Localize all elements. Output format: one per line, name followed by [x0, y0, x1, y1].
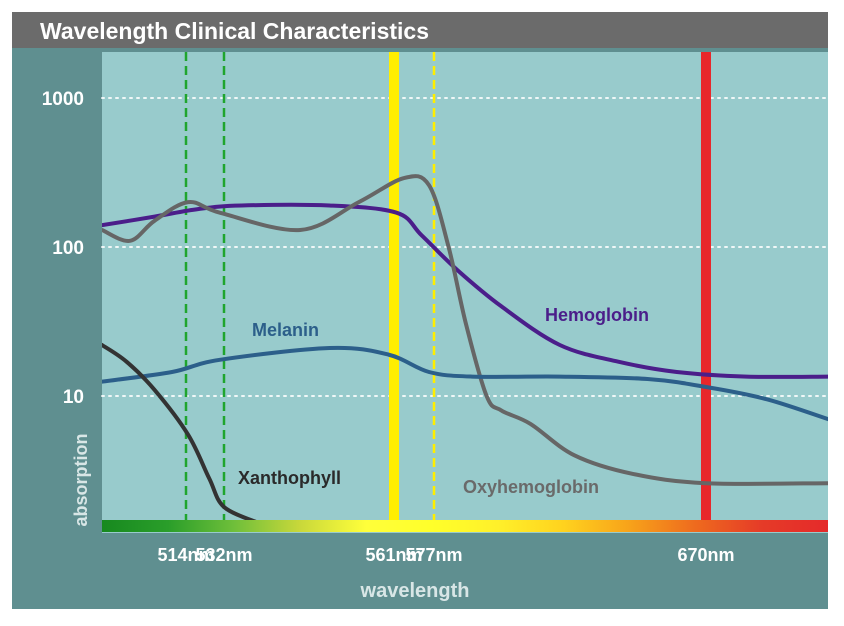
x-tick-532: 532nm: [195, 545, 252, 565]
curve-label-hemoglobin: Hemoglobin: [545, 305, 649, 325]
x-tick-514: 514nm: [157, 545, 214, 565]
y-tick-1000: 1000: [42, 89, 84, 110]
x-tick-670: 670nm: [677, 545, 734, 565]
series-line-xanthophyll: [102, 343, 257, 520]
x-axis-label: wavelength: [360, 580, 470, 602]
curve-label-xanthophyll: Xanthophyll: [238, 468, 341, 488]
y-tick-10: 10: [63, 387, 84, 408]
y-axis-label: absorption: [71, 434, 91, 527]
y-tick-100: 100: [52, 238, 84, 259]
curve-label-oxyhemoglobin: Oxyhemoglobin: [463, 477, 599, 497]
series-line-melanin: [102, 345, 828, 422]
chart-title: Wavelength Clinical Characteristics: [12, 12, 828, 48]
spectrum-bar: [102, 520, 828, 532]
series-line-oxyhemoglobin: [102, 174, 828, 486]
curve-label-melanin: Melanin: [252, 320, 319, 340]
x-tick-561: 561nm: [365, 545, 422, 565]
plot-area: [102, 52, 828, 533]
x-tick-577: 577nm: [405, 545, 462, 565]
